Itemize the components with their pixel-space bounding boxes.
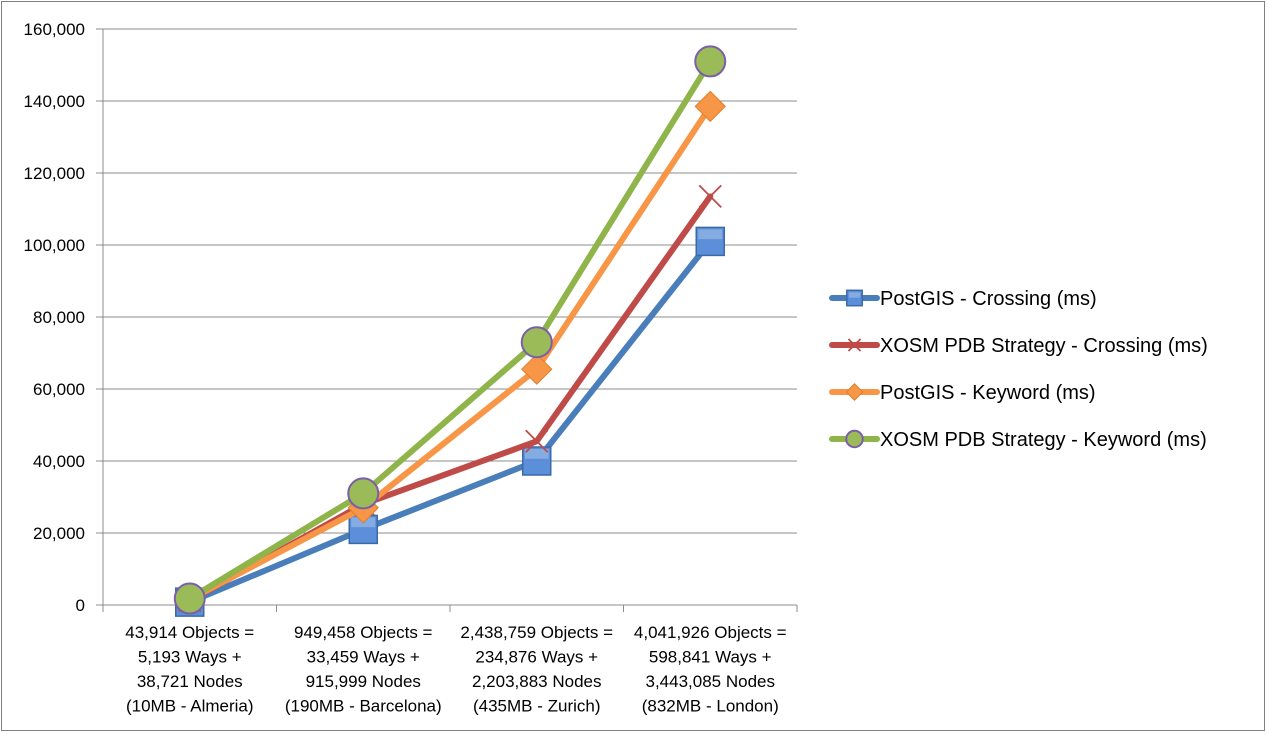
legend-label: XOSM PDB Strategy - Keyword (ms) xyxy=(880,429,1207,451)
y-tick-label: 160,000 xyxy=(24,20,85,39)
x-tick-label-line: 2,438,759 Objects = xyxy=(460,623,613,642)
y-tick-label: 60,000 xyxy=(33,380,85,399)
x-tick-label: 949,458 Objects = 33,459 Ways + 915,999 No… xyxy=(285,623,442,716)
legend-marker xyxy=(845,429,864,449)
x-tick-label-line: 234,876 Ways + xyxy=(475,648,598,667)
series-layer xyxy=(173,45,727,617)
x-tick-label-line: (10MB - Almeria) xyxy=(126,697,254,716)
legend-label: PostGIS - Crossing (ms) xyxy=(880,288,1097,310)
x-tick-label-line: 33,459 Ways + xyxy=(307,648,420,667)
data-point xyxy=(521,353,553,385)
x-tick-label: 43,914 Objects = 5,193 Ways + 38,721 Nodes… xyxy=(125,623,254,716)
x-tick-label-line: 5,193 Ways + xyxy=(138,648,242,667)
marker-highlight xyxy=(848,292,861,298)
series-line xyxy=(186,238,714,606)
x-tick-label-line: 598,841 Ways + xyxy=(649,648,772,667)
x-tick-label-line: 915,999 Nodes xyxy=(306,672,421,691)
series-2 xyxy=(178,184,722,613)
legend-marker xyxy=(847,338,862,352)
grid-layer xyxy=(103,28,797,534)
series-4 xyxy=(173,45,727,615)
x-tick-label-line: 4,041,926 Objects = xyxy=(634,623,787,642)
data-point xyxy=(520,326,553,359)
x-tick-label: 4,041,926 Objects = 598,841 Ways + 3,443,0… xyxy=(634,623,787,716)
x-tick-label-line: 43,914 Objects = xyxy=(125,623,254,642)
x-tick-label-line: (435MB - Zurich) xyxy=(473,697,601,716)
x-tick-label-line: 2,203,883 Nodes xyxy=(472,672,602,691)
data-point xyxy=(698,184,722,209)
data-point xyxy=(525,429,549,453)
y-tick-label: 140,000 xyxy=(24,92,85,111)
y-tick-label: 120,000 xyxy=(24,164,85,183)
y-tick-label: 0 xyxy=(76,596,85,615)
marker-shape xyxy=(846,289,863,307)
legend-label: PostGIS - Keyword (ms) xyxy=(880,382,1096,404)
y-tick-label: 20,000 xyxy=(33,524,85,543)
data-point xyxy=(694,45,727,78)
marker-stroke xyxy=(525,429,549,453)
marker-stroke xyxy=(698,184,722,209)
axis-layer: 0 20,000 40,000 60,000 80,000 100,000 120,000 1… xyxy=(24,20,798,716)
legend-entry: PostGIS - Keyword (ms) xyxy=(829,382,1096,404)
marker-highlight xyxy=(698,229,723,240)
x-tick-label-line: (832MB - London) xyxy=(642,697,779,716)
marker-stroke xyxy=(847,338,862,352)
marker-highlight xyxy=(524,449,549,459)
y-tick-label: 100,000 xyxy=(24,236,85,255)
y-tick-label: 40,000 xyxy=(33,452,85,471)
legend-marker xyxy=(845,383,864,401)
data-point xyxy=(694,90,726,123)
series-line xyxy=(186,58,714,602)
x-tick-label-line: 38,721 Nodes xyxy=(137,672,243,691)
x-tick-label-line: (190MB - Barcelona) xyxy=(285,697,442,716)
data-point xyxy=(173,582,206,615)
marker-shape xyxy=(695,226,725,257)
legend-label: XOSM PDB Strategy - Crossing (ms) xyxy=(880,335,1208,357)
x-tick-label: 2,438,759 Objects = 234,876 Ways + 2,203,8… xyxy=(460,623,613,716)
y-tick-label: 80,000 xyxy=(33,308,85,327)
data-point xyxy=(347,477,380,510)
legend-entry: XOSM PDB Strategy - Keyword (ms) xyxy=(829,429,1207,451)
series-line xyxy=(186,193,714,604)
legend: PostGIS - Crossing (ms) XOSM PDB Strategy… xyxy=(829,288,1208,451)
x-tick-label-line: 949,458 Objects = xyxy=(294,623,433,642)
legend-entry: XOSM PDB Strategy - Crossing (ms) xyxy=(829,335,1208,357)
data-point xyxy=(695,226,725,257)
x-tick-label-line: 3,443,085 Nodes xyxy=(646,672,776,691)
legend-entry: PostGIS - Crossing (ms) xyxy=(829,288,1097,310)
legend-marker xyxy=(846,289,863,307)
series-line xyxy=(186,103,714,603)
